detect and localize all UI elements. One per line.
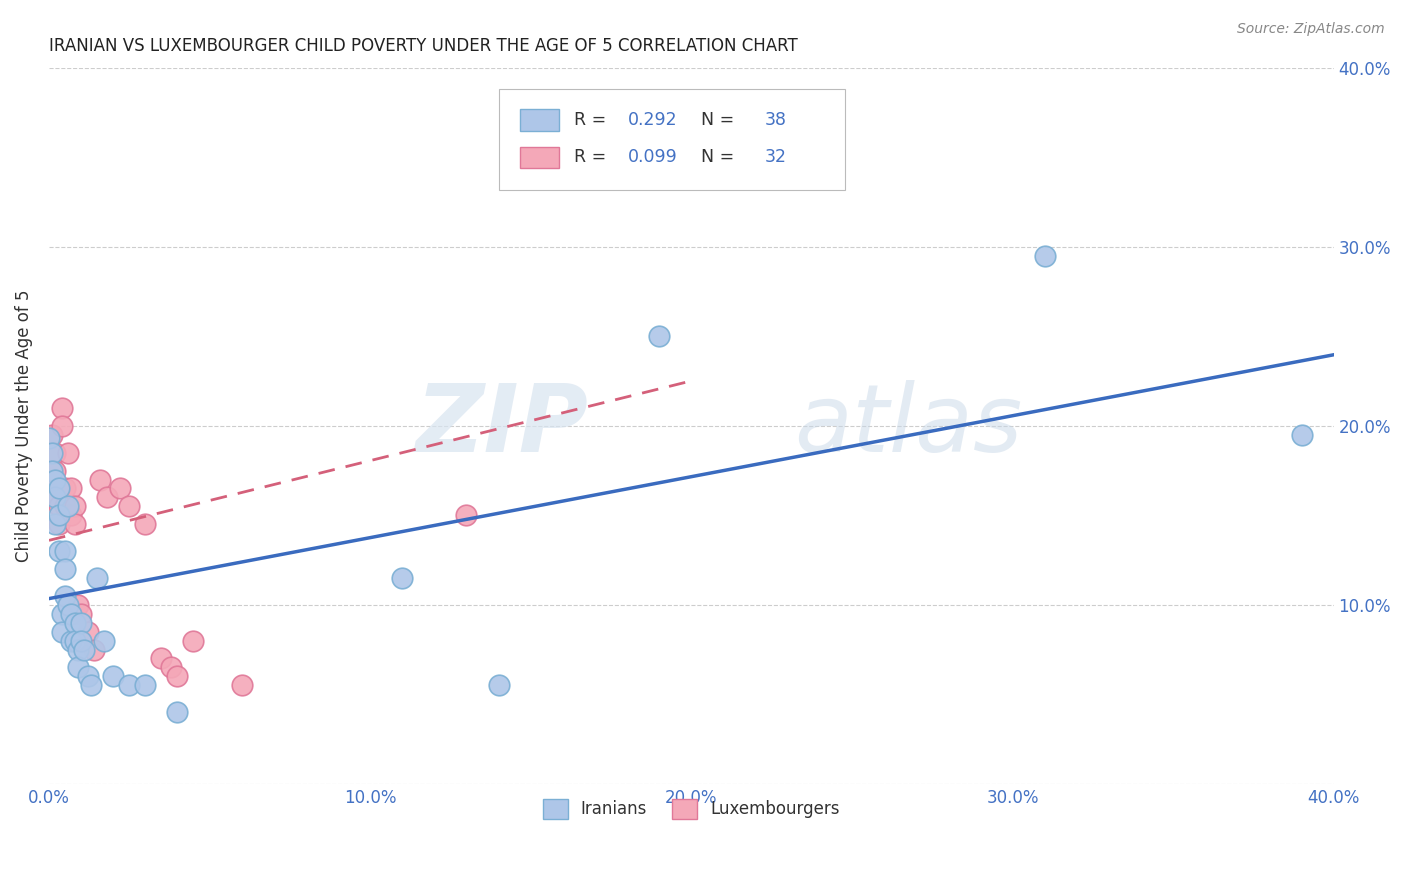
Text: N =: N = (690, 112, 740, 129)
Point (48, 482, 70, 496)
Point (70, 633, 93, 648)
Point (58, 500, 80, 514)
Point (53, 500, 76, 514)
Point (44, 473, 66, 487)
Point (118, 500, 141, 514)
Point (118, 678, 141, 692)
Text: atlas: atlas (794, 380, 1022, 471)
Point (70, 607, 93, 621)
Point (51, 607, 73, 621)
Point (41, 427, 63, 442)
Text: N =: N = (690, 148, 740, 167)
Text: 32: 32 (765, 148, 786, 167)
Point (53, 589, 76, 603)
Point (44, 446, 66, 460)
Point (134, 517, 156, 532)
Point (66, 642, 89, 657)
Point (166, 705, 188, 719)
Point (38, 431, 60, 445)
FancyBboxPatch shape (520, 146, 560, 169)
Point (48, 500, 70, 514)
Point (1291, 427, 1313, 442)
Point (488, 678, 510, 692)
Point (231, 678, 253, 692)
Point (53, 482, 76, 496)
Point (108, 482, 131, 496)
Legend: Iranians, Luxembourgers: Iranians, Luxembourgers (536, 792, 846, 825)
Point (63, 633, 86, 648)
Point (60, 482, 83, 496)
Point (166, 669, 188, 683)
Point (60, 633, 83, 648)
Text: R =: R = (575, 148, 612, 167)
FancyBboxPatch shape (499, 89, 845, 190)
Point (48, 544, 70, 558)
Point (76, 669, 98, 683)
Y-axis label: Child Poverty Under the Age of 5: Child Poverty Under the Age of 5 (15, 290, 32, 562)
Point (58, 598, 80, 612)
FancyBboxPatch shape (520, 110, 560, 131)
Point (53, 544, 76, 558)
Point (96, 491, 118, 505)
Text: ZIP: ZIP (416, 380, 589, 472)
Point (103, 669, 125, 683)
Point (51, 624, 73, 639)
Point (456, 508, 478, 523)
Point (73, 642, 96, 657)
Text: 0.099: 0.099 (628, 148, 678, 167)
Point (1033, 249, 1056, 263)
Point (183, 633, 205, 648)
Point (76, 624, 98, 639)
Point (391, 571, 413, 585)
Text: 0.292: 0.292 (628, 112, 678, 129)
Point (60, 607, 83, 621)
Point (53, 562, 76, 576)
Point (41, 473, 63, 487)
Point (83, 642, 105, 657)
Point (63, 500, 86, 514)
Point (681, 150, 703, 164)
Point (44, 464, 66, 478)
Point (60, 508, 83, 523)
Text: IRANIAN VS LUXEMBOURGER CHILD POVERTY UNDER THE AGE OF 5 CORRELATION CHART: IRANIAN VS LUXEMBOURGER CHILD POVERTY UN… (49, 37, 797, 55)
Point (89, 473, 111, 487)
Point (63, 517, 86, 532)
Point (51, 418, 73, 433)
Text: Source: ZipAtlas.com: Source: ZipAtlas.com (1237, 22, 1385, 37)
Point (48, 517, 70, 532)
Point (44, 517, 66, 532)
Point (38, 491, 60, 505)
Point (44, 491, 66, 505)
Text: 38: 38 (765, 112, 786, 129)
Point (66, 598, 89, 612)
Point (48, 508, 70, 523)
Point (41, 446, 63, 460)
Point (648, 329, 671, 343)
Point (93, 633, 115, 648)
Point (80, 678, 103, 692)
Point (70, 615, 93, 630)
Text: R =: R = (575, 112, 612, 129)
Point (160, 660, 183, 674)
Point (41, 464, 63, 478)
Point (63, 615, 86, 630)
Point (51, 401, 73, 415)
Point (150, 651, 173, 665)
Point (86, 571, 108, 585)
Point (134, 678, 156, 692)
Point (66, 660, 89, 674)
Point (58, 446, 80, 460)
